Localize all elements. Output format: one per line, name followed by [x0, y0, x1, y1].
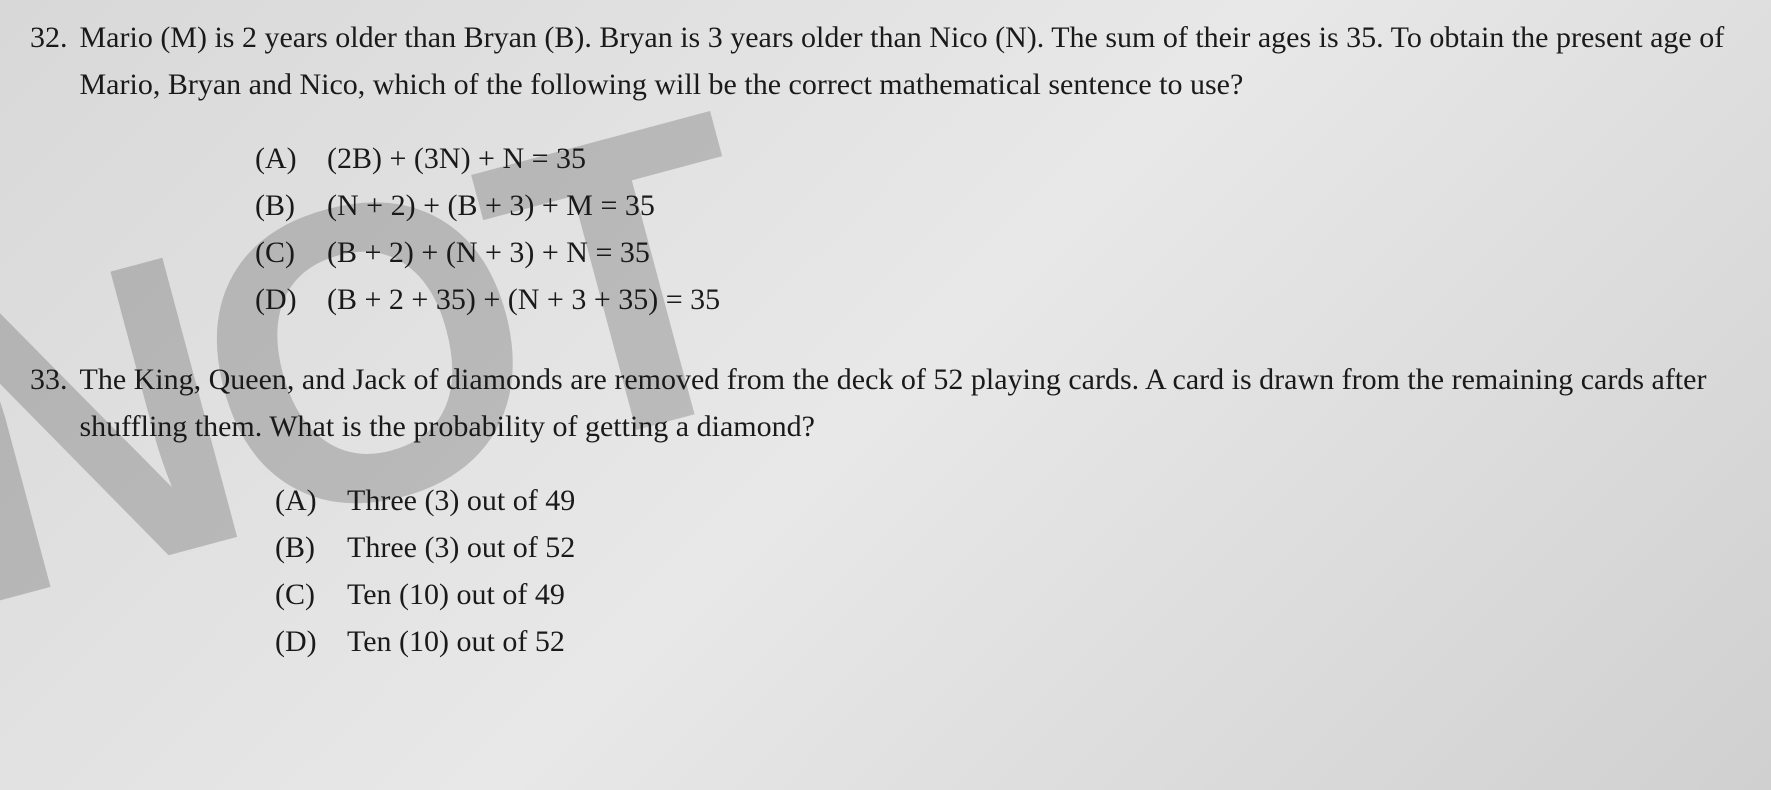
option-text: (2B) + (3N) + N = 35 [327, 136, 1741, 181]
question-33: 33. The King, Queen, and Jack of diamond… [30, 357, 1741, 664]
option-d: (D) (B + 2 + 35) + (N + 3 + 35) = 35 [255, 277, 1741, 322]
option-letter: (D) [255, 277, 327, 322]
options-list: (A) Three (3) out of 49 (B) Three (3) ou… [30, 478, 1741, 664]
question-number: 33. [30, 357, 80, 450]
option-letter: (C) [255, 230, 327, 275]
question-text-container: 33. The King, Queen, and Jack of diamond… [30, 357, 1741, 450]
option-c: (C) Ten (10) out of 49 [275, 572, 1741, 617]
options-list: (A) (2B) + (3N) + N = 35 (B) (N + 2) + (… [30, 136, 1741, 322]
option-b: (B) Three (3) out of 52 [275, 525, 1741, 570]
option-text: Ten (10) out of 49 [347, 572, 1741, 617]
option-a: (A) (2B) + (3N) + N = 35 [255, 136, 1741, 181]
question-body: Mario (M) is 2 years older than Bryan (B… [80, 15, 1742, 108]
question-number: 32. [30, 15, 80, 108]
option-letter: (A) [255, 136, 327, 181]
option-b: (B) (N + 2) + (B + 3) + M = 35 [255, 183, 1741, 228]
option-text: (B + 2) + (N + 3) + N = 35 [327, 230, 1741, 275]
question-32: 32. Mario (M) is 2 years older than Brya… [30, 15, 1741, 322]
option-letter: (D) [275, 619, 347, 664]
option-d: (D) Ten (10) out of 52 [275, 619, 1741, 664]
option-a: (A) Three (3) out of 49 [275, 478, 1741, 523]
option-text: (B + 2 + 35) + (N + 3 + 35) = 35 [327, 277, 1741, 322]
option-text: Ten (10) out of 52 [347, 619, 1741, 664]
question-body: The King, Queen, and Jack of diamonds ar… [80, 357, 1742, 450]
option-c: (C) (B + 2) + (N + 3) + N = 35 [255, 230, 1741, 275]
question-text-container: 32. Mario (M) is 2 years older than Brya… [30, 15, 1741, 108]
option-letter: (B) [275, 525, 347, 570]
option-letter: (B) [255, 183, 327, 228]
option-text: Three (3) out of 52 [347, 525, 1741, 570]
option-text: Three (3) out of 49 [347, 478, 1741, 523]
option-letter: (A) [275, 478, 347, 523]
page-content: 32. Mario (M) is 2 years older than Brya… [30, 15, 1741, 664]
option-text: (N + 2) + (B + 3) + M = 35 [327, 183, 1741, 228]
option-letter: (C) [275, 572, 347, 617]
